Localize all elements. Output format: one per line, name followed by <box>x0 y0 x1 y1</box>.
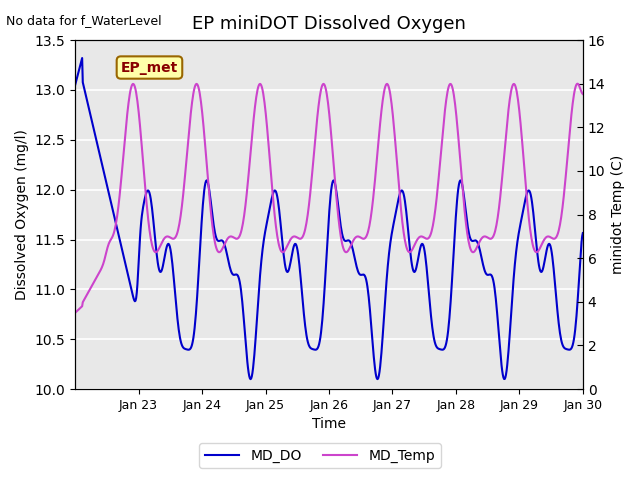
Line: MD_DO: MD_DO <box>75 58 583 379</box>
MD_DO <box>103 182 111 188</box>
MD_Temp <box>102 250 110 255</box>
MD_DO <box>509 276 517 282</box>
MD_DO <box>458 179 465 185</box>
MD_DO <box>396 191 404 197</box>
MD_Temp <box>380 93 387 99</box>
Line: MD_Temp: MD_Temp <box>75 84 583 313</box>
MD_Temp <box>579 91 587 97</box>
MD_Temp <box>71 310 79 316</box>
Title: EP miniDOT Dissolved Oxygen: EP miniDOT Dissolved Oxygen <box>192 15 466 33</box>
Text: EP_met: EP_met <box>121 60 178 74</box>
MD_DO <box>381 305 388 311</box>
Legend: MD_DO, MD_Temp: MD_DO, MD_Temp <box>199 443 441 468</box>
MD_DO <box>579 230 587 236</box>
MD_DO <box>367 323 375 329</box>
MD_Temp <box>395 180 403 185</box>
MD_DO <box>71 82 79 88</box>
Y-axis label: minidot Temp (C): minidot Temp (C) <box>611 155 625 274</box>
MD_Temp <box>508 84 516 89</box>
MD_Temp <box>574 81 582 86</box>
MD_Temp <box>456 157 464 163</box>
Text: No data for f_WaterLevel: No data for f_WaterLevel <box>6 14 162 27</box>
Y-axis label: Dissolved Oxygen (mg/l): Dissolved Oxygen (mg/l) <box>15 129 29 300</box>
X-axis label: Time: Time <box>312 418 346 432</box>
MD_Temp <box>366 220 374 226</box>
MD_DO <box>246 376 254 382</box>
MD_DO <box>78 55 86 61</box>
